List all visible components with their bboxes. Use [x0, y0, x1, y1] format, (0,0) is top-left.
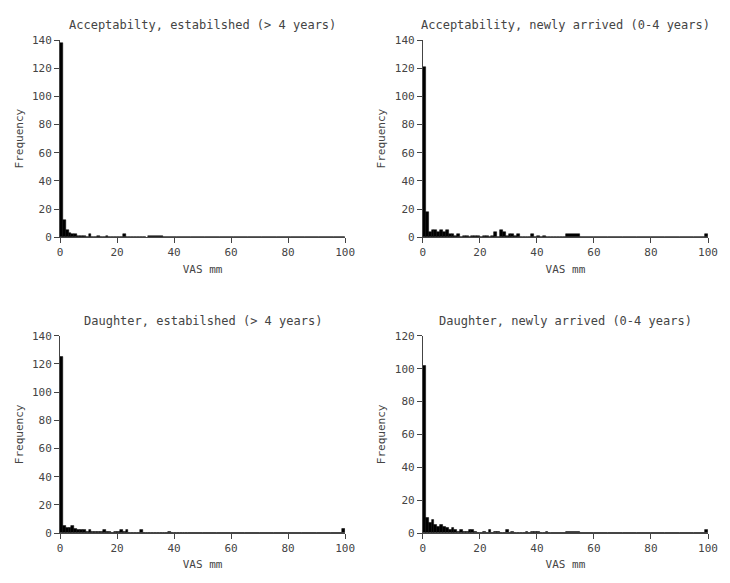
- svg-text:120: 120: [32, 62, 52, 75]
- svg-text:40: 40: [167, 246, 180, 259]
- svg-text:0: 0: [45, 231, 52, 244]
- svg-text:40: 40: [530, 246, 543, 259]
- svg-text:0: 0: [420, 246, 427, 259]
- svg-text:0: 0: [420, 542, 427, 555]
- svg-text:0: 0: [57, 542, 64, 555]
- svg-text:Daughter, newly arrived (0-4 y: Daughter, newly arrived (0-4 years): [439, 314, 692, 328]
- svg-text:Frequency: Frequency: [13, 108, 26, 168]
- svg-text:20: 20: [473, 246, 486, 259]
- svg-text:80: 80: [281, 246, 294, 259]
- svg-text:40: 40: [530, 542, 543, 555]
- svg-text:Daughter, estabilshed (> 4 yea: Daughter, estabilshed (> 4 years): [84, 314, 322, 328]
- svg-text:60: 60: [224, 246, 237, 259]
- svg-text:60: 60: [587, 246, 600, 259]
- svg-text:140: 140: [32, 34, 52, 47]
- svg-text:80: 80: [644, 246, 657, 259]
- svg-text:100: 100: [698, 246, 718, 259]
- svg-text:80: 80: [401, 118, 414, 131]
- svg-text:40: 40: [39, 471, 52, 484]
- svg-text:Frequency: Frequency: [375, 404, 388, 464]
- svg-text:60: 60: [39, 147, 52, 160]
- svg-text:VAS mm: VAS mm: [546, 263, 586, 276]
- svg-text:80: 80: [39, 118, 52, 131]
- svg-text:100: 100: [395, 90, 415, 103]
- svg-text:100: 100: [32, 386, 52, 399]
- svg-text:100: 100: [335, 246, 355, 259]
- svg-text:40: 40: [167, 542, 180, 555]
- svg-text:80: 80: [644, 542, 657, 555]
- svg-text:140: 140: [32, 330, 52, 343]
- svg-text:20: 20: [110, 542, 123, 555]
- svg-text:40: 40: [401, 461, 414, 474]
- svg-text:80: 80: [39, 414, 52, 427]
- svg-text:80: 80: [401, 395, 414, 408]
- svg-text:140: 140: [395, 34, 415, 47]
- svg-text:120: 120: [395, 62, 415, 75]
- svg-text:VAS mm: VAS mm: [183, 558, 223, 571]
- svg-text:40: 40: [39, 175, 52, 188]
- svg-text:20: 20: [401, 203, 414, 216]
- svg-text:40: 40: [401, 175, 414, 188]
- svg-text:120: 120: [395, 330, 415, 343]
- svg-text:20: 20: [473, 542, 486, 555]
- svg-text:0: 0: [408, 527, 415, 540]
- svg-text:Frequency: Frequency: [375, 108, 388, 168]
- svg-text:60: 60: [39, 442, 52, 455]
- svg-text:100: 100: [395, 363, 415, 376]
- svg-text:60: 60: [401, 147, 414, 160]
- svg-text:0: 0: [45, 527, 52, 540]
- svg-text:VAS mm: VAS mm: [546, 558, 586, 571]
- svg-text:Frequency: Frequency: [13, 404, 26, 464]
- svg-text:VAS mm: VAS mm: [183, 263, 223, 276]
- svg-text:Acceptability, newly arrived (: Acceptability, newly arrived (0-4 years): [421, 18, 710, 32]
- svg-text:0: 0: [408, 231, 415, 244]
- svg-text:100: 100: [698, 542, 718, 555]
- svg-text:Acceptabilty, estabilshed (> 4: Acceptabilty, estabilshed (> 4 years): [69, 18, 336, 32]
- svg-text:100: 100: [32, 90, 52, 103]
- svg-text:80: 80: [281, 542, 294, 555]
- svg-text:0: 0: [57, 246, 64, 259]
- svg-text:60: 60: [401, 428, 414, 441]
- svg-text:100: 100: [335, 542, 355, 555]
- svg-text:20: 20: [401, 494, 414, 507]
- svg-text:20: 20: [39, 203, 52, 216]
- svg-text:120: 120: [32, 358, 52, 371]
- svg-text:60: 60: [587, 542, 600, 555]
- svg-text:60: 60: [224, 542, 237, 555]
- svg-text:20: 20: [39, 499, 52, 512]
- svg-text:20: 20: [110, 246, 123, 259]
